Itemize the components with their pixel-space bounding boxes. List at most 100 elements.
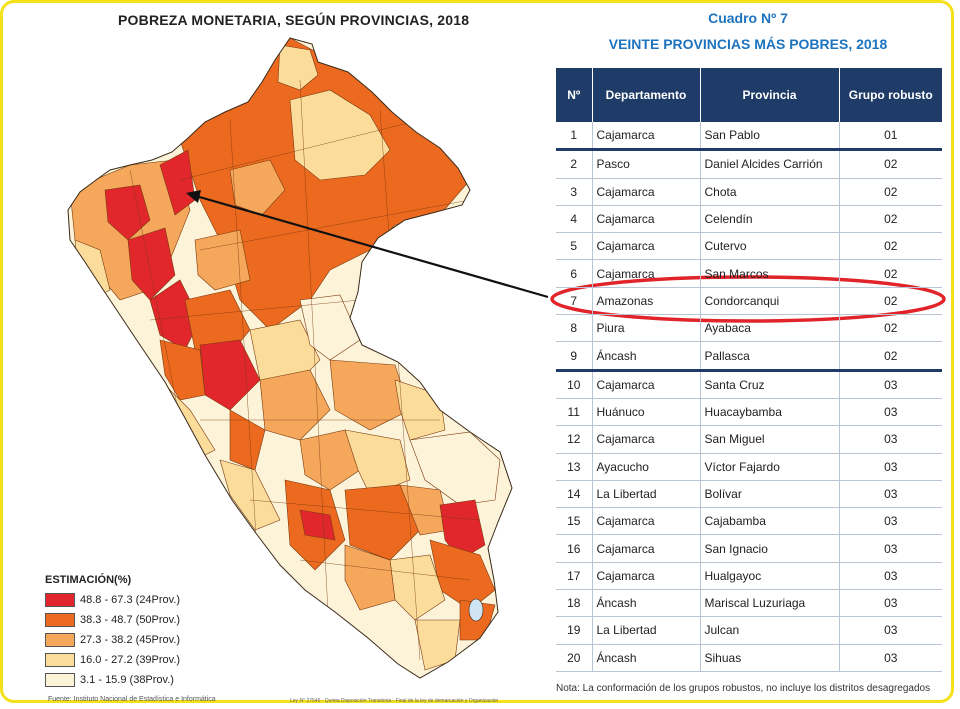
table-row: 10 Cajamarca Santa Cruz 03: [556, 370, 942, 399]
cell-dep: Piura: [592, 314, 701, 343]
table-row: 12 Cajamarca San Miguel 03: [556, 425, 942, 454]
cell-dep: Cajamarca: [592, 178, 701, 206]
cell-dep: Cajamarca: [592, 232, 701, 261]
cell-prov: Cutervo: [700, 232, 840, 261]
cuadro-title: VEINTE PROVINCIAS MÁS POBRES, 2018: [608, 36, 888, 52]
cell-dep: Cajamarca: [592, 122, 701, 152]
header-provincia: Provincia: [700, 68, 840, 122]
cell-grupo: 03: [839, 616, 942, 645]
map-source: Fuente: Instituto Nacional de Estadístic…: [48, 696, 216, 703]
cell-prov: Santa Cruz: [700, 370, 840, 399]
cell-grupo: 02: [839, 149, 942, 179]
legend-swatch: [45, 593, 75, 607]
cell-n: 16: [556, 534, 593, 563]
cell-n: 11: [556, 398, 593, 427]
cell-n: 10: [556, 370, 593, 399]
cuadro-number: Cuadro Nº 7: [708, 10, 788, 26]
cell-n: 3: [556, 178, 593, 206]
cell-prov: San Miguel: [700, 425, 840, 454]
cell-n: 19: [556, 616, 593, 645]
cell-prov: Pallasca: [700, 341, 840, 372]
table-row: 18 Áncash Mariscal Luzuriaga 03: [556, 589, 942, 618]
table-row: 6 Cajamarca San Marcos 02: [556, 259, 942, 288]
cell-grupo: 02: [839, 178, 942, 206]
cell-prov: Cajabamba: [700, 507, 840, 536]
cell-n: 17: [556, 562, 593, 591]
cell-grupo: 02: [839, 205, 942, 234]
header-grupo: Grupo robusto: [839, 68, 942, 122]
table-row: 5 Cajamarca Cutervo 02: [556, 232, 942, 261]
table-row: 9 Áncash Pallasca 02: [556, 341, 942, 372]
table-row: 1 Cajamarca San Pablo 01: [556, 122, 942, 152]
header-n: Nº: [556, 68, 593, 122]
legend-label: 48.8 - 67.3 (24Prov.): [80, 594, 181, 606]
cell-dep: Cajamarca: [592, 534, 701, 563]
cell-n: 7: [556, 287, 593, 316]
table-row: 7 Amazonas Condorcanqui 02: [556, 287, 942, 316]
table-row: 14 La Libertad Bolívar 03: [556, 480, 942, 509]
cell-dep: Cajamarca: [592, 370, 701, 399]
cell-grupo: 02: [839, 287, 942, 316]
cell-n: 5: [556, 232, 593, 261]
cell-dep: Cajamarca: [592, 205, 701, 234]
cell-grupo: 03: [839, 589, 942, 618]
cell-grupo: 02: [839, 259, 942, 288]
map-legend: ESTIMACIÓN(%) 48.8 - 67.3 (24Prov.) 38.3 …: [45, 574, 265, 690]
table-header-row: Nº Departamento Provincia Grupo robusto: [556, 68, 942, 122]
table-note: Nota: La conformación de los grupos robu…: [556, 683, 931, 694]
cell-dep: La Libertad: [592, 480, 701, 509]
legend-label: 27.3 - 38.2 (45Prov.): [80, 634, 181, 646]
cell-dep: Cajamarca: [592, 259, 701, 288]
cell-prov: San Marcos: [700, 259, 840, 288]
cell-grupo: 03: [839, 644, 942, 672]
cell-grupo: 03: [839, 425, 942, 454]
cell-n: 9: [556, 341, 593, 372]
cell-grupo: 02: [839, 232, 942, 261]
cell-grupo: 03: [839, 370, 942, 399]
cell-n: 6: [556, 259, 593, 288]
cell-prov: Condorcanqui: [700, 287, 840, 316]
cell-prov: Julcan: [700, 616, 840, 645]
legend-swatch: [45, 653, 75, 667]
map-title: POBREZA MONETARIA, SEGÚN PROVINCIAS, 201…: [118, 12, 470, 28]
cell-dep: Áncash: [592, 644, 701, 672]
cell-dep: Áncash: [592, 341, 701, 372]
table-row: 4 Cajamarca Celendín 02: [556, 205, 942, 234]
legend-item: 3.1 - 15.9 (38Prov.): [45, 670, 265, 690]
table-row: 8 Piura Ayabaca 02: [556, 314, 942, 343]
cell-n: 1: [556, 122, 593, 152]
cell-prov: Hualgayoc: [700, 562, 840, 591]
map-source-small: Ley N° 27546 - Quinta Disposición Transi…: [290, 698, 499, 704]
cell-dep: Amazonas: [592, 287, 701, 316]
legend-item: 38.3 - 48.7 (50Prov.): [45, 610, 265, 630]
cell-dep: Cajamarca: [592, 507, 701, 536]
cell-grupo: 03: [839, 507, 942, 536]
legend-title: ESTIMACIÓN(%): [45, 574, 132, 586]
cell-prov: Chota: [700, 178, 840, 206]
cell-n: 12: [556, 425, 593, 454]
table-row: 15 Cajamarca Cajabamba 03: [556, 507, 942, 536]
cell-dep: La Libertad: [592, 616, 701, 645]
cell-grupo: 03: [839, 453, 942, 481]
cell-grupo: 01: [839, 122, 942, 152]
cell-prov: Ayabaca: [700, 314, 840, 343]
cell-n: 2: [556, 149, 593, 179]
cell-n: 20: [556, 644, 593, 672]
legend-swatch: [45, 673, 75, 687]
cell-n: 13: [556, 453, 593, 481]
legend-label: 38.3 - 48.7 (50Prov.): [80, 614, 181, 626]
table-row: 17 Cajamarca Hualgayoc 03: [556, 562, 942, 591]
cell-grupo: 03: [839, 534, 942, 563]
cell-grupo: 02: [839, 314, 942, 343]
cell-prov: Mariscal Luzuriaga: [700, 589, 840, 618]
cell-dep: Cajamarca: [592, 562, 701, 591]
cell-dep: Cajamarca: [592, 425, 701, 454]
legend-item: 16.0 - 27.2 (39Prov.): [45, 650, 265, 670]
table-row: 16 Cajamarca San Ignacio 03: [556, 534, 942, 563]
table-row: 11 Huánuco Huacaybamba 03: [556, 398, 942, 427]
table-row: 13 Ayacucho Víctor Fajardo 03: [556, 453, 942, 481]
cell-n: 18: [556, 589, 593, 618]
cell-n: 14: [556, 480, 593, 509]
header-departamento: Departamento: [592, 68, 701, 122]
